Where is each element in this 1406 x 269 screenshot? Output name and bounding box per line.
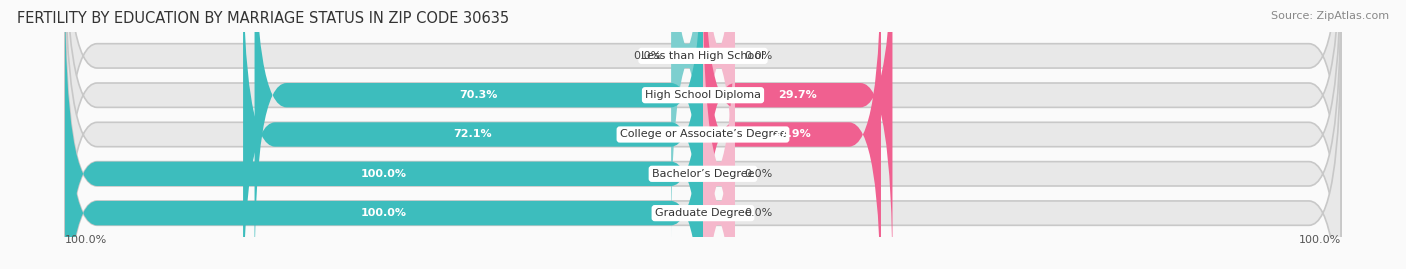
FancyBboxPatch shape (671, 0, 703, 240)
Text: 0.0%: 0.0% (744, 169, 773, 179)
Text: 72.1%: 72.1% (454, 129, 492, 140)
Text: 70.3%: 70.3% (460, 90, 498, 100)
FancyBboxPatch shape (703, 0, 893, 269)
Text: FERTILITY BY EDUCATION BY MARRIAGE STATUS IN ZIP CODE 30635: FERTILITY BY EDUCATION BY MARRIAGE STATU… (17, 11, 509, 26)
Text: Less than High School: Less than High School (641, 51, 765, 61)
Text: Source: ZipAtlas.com: Source: ZipAtlas.com (1271, 11, 1389, 21)
Text: College or Associate’s Degree: College or Associate’s Degree (620, 129, 786, 140)
FancyBboxPatch shape (65, 0, 1341, 240)
Text: 0.0%: 0.0% (744, 208, 773, 218)
FancyBboxPatch shape (703, 0, 735, 240)
FancyBboxPatch shape (65, 29, 1341, 269)
FancyBboxPatch shape (243, 0, 703, 269)
Text: 0.0%: 0.0% (633, 51, 662, 61)
FancyBboxPatch shape (65, 0, 1341, 269)
FancyBboxPatch shape (703, 0, 882, 269)
Text: High School Diploma: High School Diploma (645, 90, 761, 100)
Text: Graduate Degree: Graduate Degree (655, 208, 751, 218)
FancyBboxPatch shape (254, 0, 703, 269)
Text: 100.0%: 100.0% (361, 169, 408, 179)
Text: Bachelor’s Degree: Bachelor’s Degree (652, 169, 754, 179)
FancyBboxPatch shape (65, 0, 703, 269)
Text: 100.0%: 100.0% (361, 208, 408, 218)
FancyBboxPatch shape (65, 0, 1341, 269)
Text: 100.0%: 100.0% (1299, 235, 1341, 245)
Text: 27.9%: 27.9% (773, 129, 811, 140)
FancyBboxPatch shape (703, 0, 735, 269)
Text: 0.0%: 0.0% (744, 51, 773, 61)
Text: 29.7%: 29.7% (779, 90, 817, 100)
FancyBboxPatch shape (65, 29, 703, 269)
Text: 100.0%: 100.0% (65, 235, 107, 245)
FancyBboxPatch shape (703, 29, 735, 269)
FancyBboxPatch shape (65, 0, 1341, 269)
